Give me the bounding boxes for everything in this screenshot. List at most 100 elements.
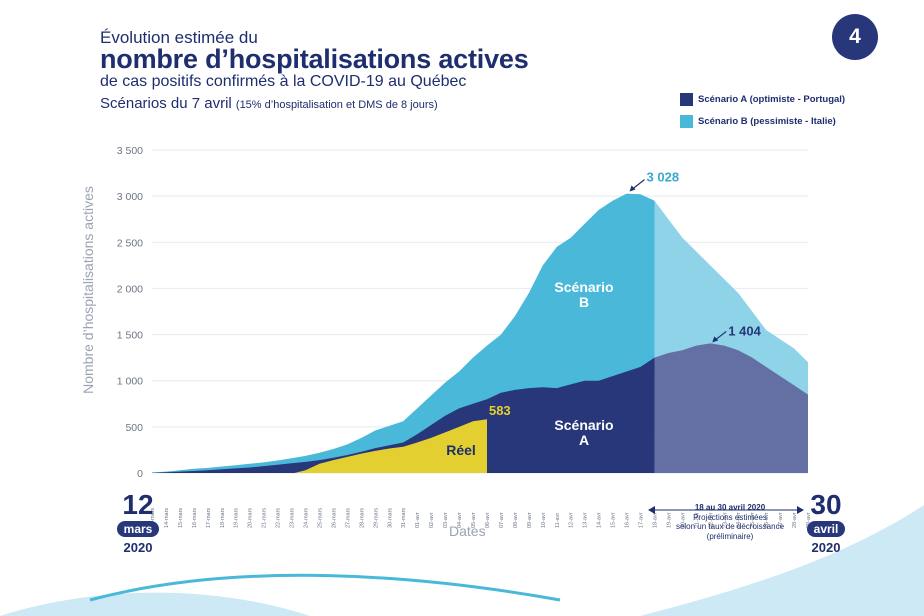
scenario-date: Scénarios du 7 avril bbox=[100, 95, 232, 112]
x-tick-label: 18-mars bbox=[220, 508, 226, 528]
x-tick-label: 21-mars bbox=[262, 508, 268, 528]
page-number-badge: 4 bbox=[832, 14, 878, 60]
x-tick-label: 13-avr bbox=[583, 512, 589, 528]
wave-stroke bbox=[89, 573, 561, 602]
x-tick-label: 22-mars bbox=[276, 508, 282, 528]
x-tick-label: 09-avr bbox=[527, 512, 533, 528]
y-tick-label: 500 bbox=[125, 422, 143, 434]
projection-arrow-left-head bbox=[648, 506, 655, 514]
title-line-3: de cas positifs confirmés à la COVID-19 … bbox=[100, 73, 467, 90]
x-tick-label: 20-avr bbox=[680, 512, 686, 528]
y-tick-label: 1 500 bbox=[117, 330, 143, 342]
title-line-1: Évolution estimée du bbox=[100, 28, 258, 47]
end-month: avril bbox=[806, 521, 846, 537]
x-tick-label: 16-avr bbox=[625, 512, 631, 528]
x-tick-label: 02-avr bbox=[429, 512, 435, 528]
x-tick-label: 01-avr bbox=[415, 512, 421, 528]
x-tick-label: 13-mars bbox=[150, 508, 156, 528]
projection-range: 18 au 30 avril 2020 bbox=[694, 503, 766, 512]
projection-arrow-right-head bbox=[797, 506, 804, 514]
peak-a-label: 1 404 bbox=[728, 323, 761, 338]
y-tick-label: 0 bbox=[137, 468, 143, 480]
end-date: 30 avril 2020 bbox=[800, 490, 852, 555]
wave-shape-left bbox=[0, 592, 310, 616]
area-label-reel-line1: Réel bbox=[446, 442, 476, 458]
end-day: 30 bbox=[810, 489, 842, 520]
x-tick-label: 24-mars bbox=[304, 508, 310, 528]
x-tick-label: 21-avr bbox=[694, 512, 700, 528]
x-tick-label: 08-avr bbox=[513, 512, 519, 528]
x-tick-label: 25-mars bbox=[317, 508, 323, 528]
end-year: 2020 bbox=[811, 540, 841, 555]
y-tick-label: 3 500 bbox=[117, 145, 143, 157]
x-tick-label: 29-mars bbox=[373, 508, 379, 528]
area-label-scenario-b-line2: B bbox=[579, 294, 589, 310]
x-tick-label: 05-avr bbox=[471, 512, 477, 528]
y-tick-label: 1 000 bbox=[117, 376, 143, 388]
projection-line-1: Projections estimées bbox=[693, 512, 767, 522]
x-tick-label: 22-avr bbox=[708, 512, 714, 528]
wave-shape-right bbox=[640, 505, 924, 616]
x-tick-label: 19-mars bbox=[234, 508, 240, 528]
title-line-4: Scénarios du 7 avril (15% d’hospitalisat… bbox=[100, 95, 438, 112]
x-tick-label: 18-avr bbox=[652, 512, 658, 528]
legend-swatch-a bbox=[680, 92, 693, 106]
x-tick-label: 23-mars bbox=[290, 508, 296, 528]
area-series bbox=[152, 193, 808, 474]
area-label-scenario-b-line1: Scénario bbox=[554, 279, 613, 295]
x-tick-label: 23-avr bbox=[722, 512, 728, 528]
x-tick-label: 12-avr bbox=[569, 512, 575, 528]
peak-b-arrowhead bbox=[629, 185, 636, 192]
x-tick-label: 10-avr bbox=[541, 512, 547, 528]
x-tick-label: 26-mars bbox=[331, 508, 337, 528]
area-reel bbox=[294, 419, 487, 473]
start-year: 2020 bbox=[123, 540, 153, 555]
x-tick-label: 25-avr bbox=[750, 512, 756, 528]
area-scenario-a bbox=[152, 357, 655, 473]
legend-swatch-b bbox=[680, 114, 693, 128]
page-title: nombre d’hospitalisations actives bbox=[100, 44, 529, 74]
legend-item-b: Scénario B (pessimiste - Italie) bbox=[680, 114, 845, 128]
scenario-params: (15% d’hospitalisation et DMS de 8 jours… bbox=[235, 99, 438, 111]
start-date: 12 mars 2020 bbox=[112, 490, 164, 555]
area-label-scenario-a-line1: Scénario bbox=[554, 417, 613, 433]
x-tick-label: 16-mars bbox=[192, 508, 198, 528]
x-tick-label: 28-avr bbox=[792, 512, 798, 528]
x-tick-label: 26-avr bbox=[764, 512, 770, 528]
reel-value-label: 583 bbox=[489, 403, 511, 418]
x-tick-label: 30-mars bbox=[387, 508, 393, 528]
legend-label-a: Scénario A (optimiste - Portugal) bbox=[698, 93, 846, 105]
x-tick-label: 27-avr bbox=[778, 512, 784, 528]
x-tick-label: 15-avr bbox=[611, 512, 617, 528]
projection-line-2: selon un taux de décroissance bbox=[675, 522, 785, 531]
x-tick-label: 03-avr bbox=[443, 512, 449, 528]
x-tick-label: 27-mars bbox=[345, 508, 351, 528]
projection-line-3: (préliminaire) bbox=[706, 531, 754, 541]
peak-b-label: 3 028 bbox=[647, 170, 680, 185]
y-tick-label: 3 000 bbox=[117, 191, 143, 203]
x-tick-label: 20-mars bbox=[248, 508, 254, 528]
y-tick-labels: 0 500 1 000 1 500 2 000 2 500 3 000 3 500 bbox=[117, 145, 143, 480]
x-tick-label: 17-avr bbox=[639, 512, 645, 528]
x-tick-label: 06-avr bbox=[485, 512, 491, 528]
x-axis-label: Dates bbox=[449, 523, 486, 539]
x-tick-label: 28-mars bbox=[359, 508, 365, 528]
legend-label-b: Scénario B (pessimiste - Italie) bbox=[698, 115, 836, 127]
peak-a-arrowhead bbox=[712, 336, 719, 343]
start-day: 12 bbox=[122, 489, 154, 520]
y-tick-label: 2 500 bbox=[117, 237, 143, 249]
x-tick-label: 07-avr bbox=[499, 512, 505, 528]
x-tick-label: 04-avr bbox=[457, 512, 463, 528]
area-label-scenario-a-line2: A bbox=[579, 432, 589, 448]
x-tick-label: 29-avr bbox=[806, 512, 812, 528]
x-tick-labels: 13-mars 14-mars 15-mars 16-mars 17-mars 18-ma… bbox=[150, 508, 812, 528]
projection-note: 18 au 30 avril 2020 Projections estimées… bbox=[656, 503, 804, 541]
x-tick-label: 14-mars bbox=[164, 508, 170, 528]
y-tick-label: 2 000 bbox=[117, 283, 143, 295]
x-tick-label: 11-avr bbox=[555, 513, 561, 528]
legend-item-a: Scénario A (optimiste - Portugal) bbox=[680, 92, 845, 106]
